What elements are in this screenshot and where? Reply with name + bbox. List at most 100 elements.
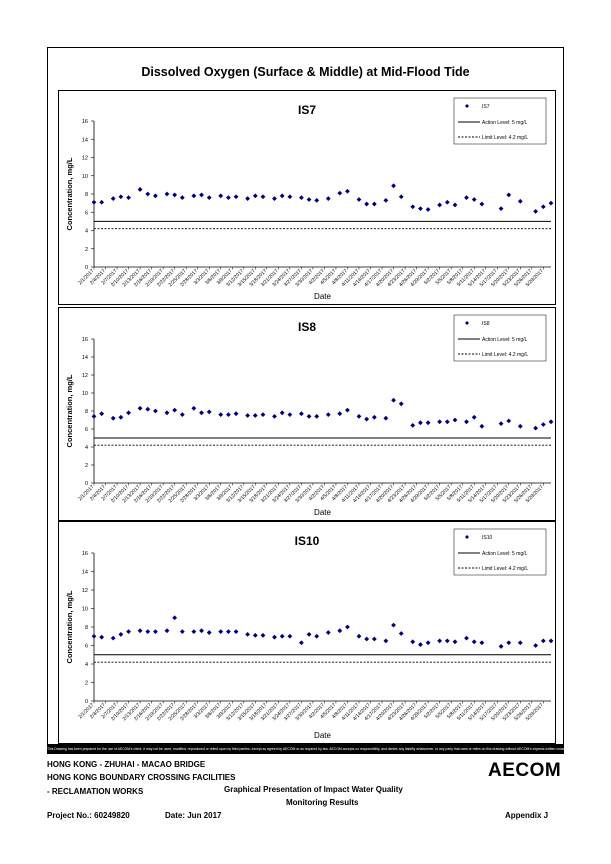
- data-point-is10: [364, 636, 370, 642]
- data-point-is7: [410, 204, 416, 210]
- data-point-is7: [425, 207, 431, 212]
- data-point-is10: [479, 640, 485, 646]
- y-tick-label: 2: [85, 463, 88, 469]
- y-tick-label: 0: [85, 265, 88, 271]
- data-point-is8: [199, 410, 204, 416]
- data-point-is8: [498, 421, 504, 426]
- data-point-is8: [410, 423, 416, 428]
- y-tick-label: 0: [85, 481, 88, 487]
- data-point-is10: [437, 638, 443, 644]
- legend-series-label: IS8: [482, 321, 490, 327]
- data-point-is10: [126, 629, 131, 635]
- data-point-is10: [145, 629, 151, 635]
- data-point-is8: [425, 420, 431, 426]
- data-point-is8: [99, 411, 105, 417]
- data-point-is7: [298, 195, 304, 201]
- data-point-is10: [298, 640, 304, 646]
- data-point-is10: [137, 628, 143, 634]
- data-point-is8: [356, 414, 362, 419]
- data-point-is10: [356, 633, 362, 639]
- data-point-is8: [371, 414, 377, 420]
- data-point-is7: [233, 194, 239, 200]
- data-point-is7: [99, 199, 105, 205]
- data-point-is8: [245, 413, 251, 418]
- data-point-is7: [517, 198, 523, 204]
- y-tick-label: 10: [82, 391, 88, 397]
- data-point-is7: [506, 192, 512, 198]
- data-point-is8: [172, 407, 178, 413]
- data-point-is8: [191, 405, 197, 411]
- data-point-is10: [272, 634, 277, 640]
- y-tick-label: 14: [82, 355, 88, 361]
- chart-title-is7: IS7: [298, 103, 316, 117]
- chart-title-is8: IS8: [298, 320, 316, 334]
- data-point-is10: [306, 632, 312, 637]
- legend-limit-label: Limit Level: 4.2 mg/L: [482, 135, 528, 141]
- legend-marker-icon: [465, 104, 469, 108]
- legend-box: [453, 314, 547, 362]
- data-point-is7: [471, 197, 477, 202]
- x-axis-label: Date: [314, 292, 331, 301]
- data-point-is7: [172, 192, 178, 198]
- data-point-is7: [145, 191, 151, 197]
- data-point-is8: [110, 415, 116, 421]
- y-tick-label: 0: [85, 699, 88, 705]
- data-point-is8: [298, 411, 304, 417]
- data-point-is10: [471, 639, 477, 645]
- y-tick-label: 16: [82, 337, 88, 343]
- data-point-is10: [337, 628, 343, 634]
- y-tick-label: 12: [82, 373, 88, 379]
- data-point-is7: [371, 201, 377, 207]
- data-point-is10: [164, 628, 170, 634]
- footer-line-1: HONG KONG - ZHUHAI - MACAO BRIDGE: [47, 760, 206, 769]
- data-point-is7: [245, 196, 251, 201]
- data-point-is7: [325, 196, 331, 201]
- y-axis-label: Concentration, mg/L: [65, 374, 74, 447]
- y-tick-label: 2: [85, 681, 88, 687]
- data-point-is10: [91, 633, 97, 639]
- y-tick-label: 8: [85, 625, 88, 631]
- data-point-is7: [356, 197, 362, 202]
- y-tick-label: 16: [82, 119, 88, 125]
- data-point-is8: [479, 423, 485, 429]
- data-point-is10: [218, 629, 224, 635]
- data-point-is10: [464, 635, 469, 641]
- data-point-is10: [548, 638, 554, 644]
- data-point-is7: [153, 193, 158, 199]
- data-point-is7: [287, 194, 293, 200]
- data-point-is7: [252, 193, 258, 199]
- data-point-is7: [226, 195, 231, 201]
- data-point-is10: [110, 635, 116, 641]
- appendix-label: Appendix J: [505, 811, 549, 820]
- disclaimer-bar: This Drawing has been prepared for the u…: [47, 744, 564, 754]
- y-axis-label: Concentration, mg/L: [65, 590, 74, 663]
- chart-panel-is7: IS7 0 2 4 6 8 10 12 14 16 Concentration, mg/L 2/1/2…: [58, 90, 556, 305]
- data-point-is7: [548, 200, 554, 206]
- data-point-is7: [218, 193, 224, 199]
- data-point-is10: [325, 630, 331, 635]
- data-point-is8: [364, 416, 370, 422]
- data-point-is7: [272, 196, 277, 201]
- data-point-is10: [206, 630, 212, 635]
- y-tick-label: 6: [85, 210, 88, 216]
- data-point-is8: [218, 412, 224, 417]
- data-point-is8: [91, 414, 97, 419]
- data-point-is8: [179, 412, 185, 417]
- data-point-is10: [498, 644, 504, 649]
- data-point-is8: [272, 414, 277, 419]
- data-point-is7: [191, 193, 197, 199]
- data-point-is10: [452, 639, 458, 645]
- data-point-is8: [444, 419, 450, 425]
- data-point-is10: [314, 633, 320, 639]
- footer-line-2: HONG KONG BOUNDARY CROSSING FACILITIES: [47, 773, 236, 782]
- data-point-is8: [437, 419, 443, 425]
- y-tick-label: 16: [82, 551, 88, 557]
- legend-box: [453, 97, 547, 145]
- data-point-is7: [337, 190, 343, 196]
- data-point-is7: [437, 202, 443, 208]
- y-tick-label: 2: [85, 247, 88, 253]
- y-tick-label: 6: [85, 427, 88, 433]
- data-point-is7: [110, 196, 116, 201]
